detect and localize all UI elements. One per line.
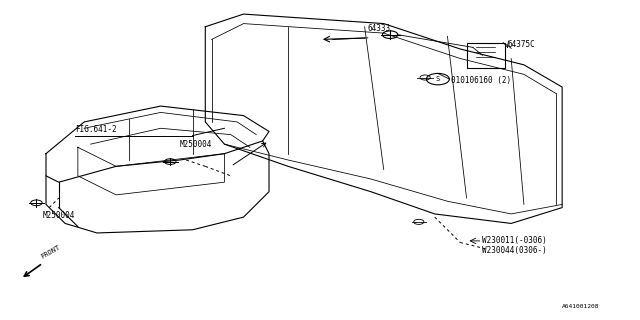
Text: 64375C: 64375C <box>508 40 536 49</box>
Text: 010106160 (2): 010106160 (2) <box>451 76 511 84</box>
Text: M250004: M250004 <box>43 211 75 220</box>
Text: S: S <box>436 76 440 82</box>
Text: M250004: M250004 <box>180 140 212 149</box>
Text: W230011(-0306): W230011(-0306) <box>483 236 547 245</box>
Text: FIG.641-2: FIG.641-2 <box>75 125 116 134</box>
Text: 64333: 64333 <box>368 24 391 33</box>
FancyBboxPatch shape <box>467 43 505 68</box>
Text: A641001208: A641001208 <box>562 304 600 309</box>
Text: FRONT: FRONT <box>40 244 61 260</box>
Text: W230044(0306-): W230044(0306-) <box>483 246 547 255</box>
